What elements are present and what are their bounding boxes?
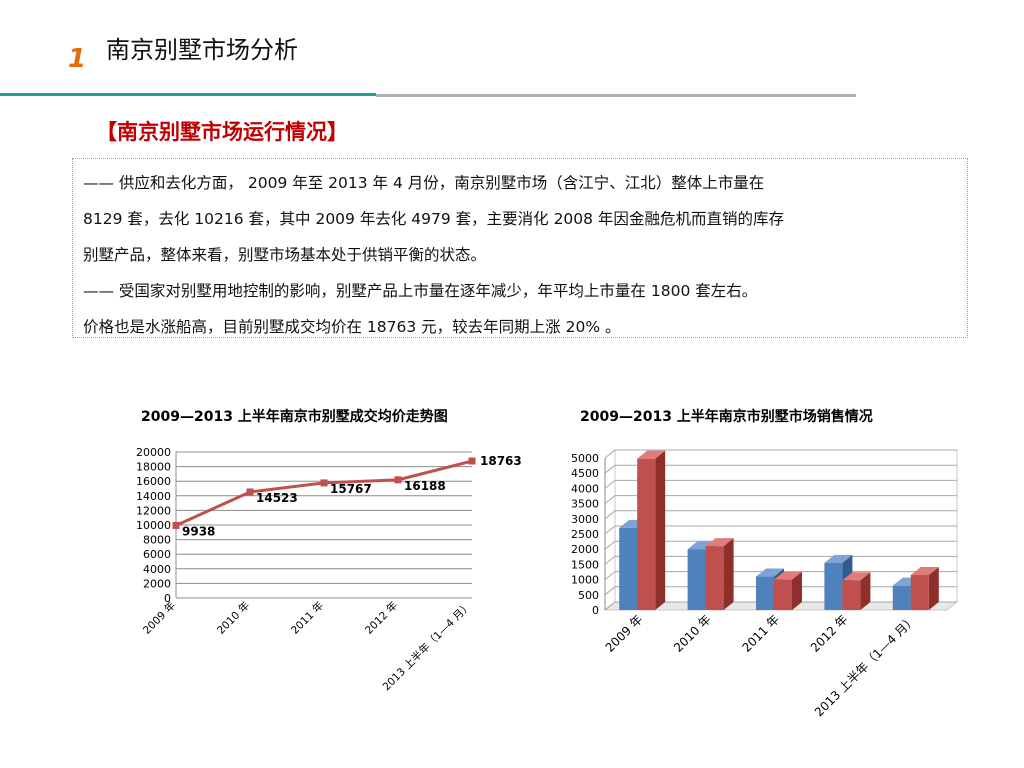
bar	[756, 576, 774, 610]
sales-chart-title: 2009—2013 上半年南京市别墅市场销售情况	[580, 409, 873, 425]
bar	[687, 549, 706, 610]
bar-side	[860, 572, 871, 610]
bar-side	[792, 571, 802, 610]
summary-paragraph: —— 受国家对别墅用地控制的影响，别墅产品上市量在逐年减少，年平均上市量在 18…	[83, 282, 758, 300]
summary-paragraph: —— 供应和去化方面， 2009 年至 2013 年 4 月份，南京别墅市场（含…	[83, 174, 765, 192]
sales-bar-chart: 0 500 1000 1500 2000 2500 3000 3500 4000 4500 5000…	[571, 449, 959, 719]
bar-side	[723, 538, 734, 610]
summary-textbox: —— 供应和去化方面， 2009 年至 2013 年 4 月份，南京别墅市场（含…	[72, 158, 968, 338]
slide-title: 南京别墅市场分析	[106, 36, 298, 64]
bar	[892, 585, 911, 610]
x-tick-label: 2011 年	[739, 612, 782, 655]
y-tick-label: 18000	[136, 461, 171, 474]
price-series-line	[175, 459, 473, 527]
x-tick-label: 2009 年	[603, 612, 646, 655]
y-tick-label: 1500	[571, 558, 599, 571]
y-tick-label: 6000	[143, 548, 171, 561]
bar	[637, 458, 656, 610]
y-tick-label: 10000	[136, 519, 171, 532]
bar	[824, 562, 843, 610]
y-tick-label: 14000	[136, 490, 171, 503]
data-label: 9938	[182, 524, 215, 538]
y-tick-label: 1000	[571, 574, 599, 587]
gridline	[604, 510, 957, 520]
y-tick-label: 12000	[136, 504, 171, 517]
y-tick-label: 5000	[571, 452, 599, 465]
y-tick-label: 3000	[571, 513, 599, 526]
bar	[774, 579, 792, 610]
bar-top	[842, 572, 871, 581]
gridline	[604, 449, 957, 459]
slide-number: 1	[68, 44, 87, 74]
data-point	[246, 488, 254, 496]
gridline	[604, 479, 957, 489]
bar-top	[705, 538, 734, 547]
y-tick-label: 4500	[571, 467, 599, 480]
bar-top	[756, 568, 784, 577]
x-tick-label: 2011 年	[288, 599, 326, 637]
y-tick-label: 2000	[143, 577, 171, 590]
y-tick-label: 500	[578, 589, 599, 602]
data-label: 16188	[404, 479, 446, 493]
y-tick-label: 4000	[143, 563, 171, 576]
x-tick-label: 2010 年	[671, 612, 714, 655]
gridline	[604, 540, 957, 550]
bar	[619, 527, 638, 610]
gridline	[604, 495, 957, 504]
section-heading: 【南京别墅市场运行情况】	[96, 120, 348, 144]
data-point	[394, 476, 402, 484]
bar	[705, 546, 724, 610]
summary-paragraph: 别墅产品，整体来看，别墅市场基本处于供销平衡的状态。	[83, 246, 487, 264]
bar-top	[824, 554, 853, 563]
bar-top	[774, 571, 802, 580]
y-tick-label: 0	[164, 592, 171, 605]
bar-top	[910, 567, 939, 576]
bar-side	[928, 567, 939, 610]
x-tick-label: 2010 年	[214, 599, 252, 637]
y-tick-label: 2000	[571, 543, 599, 556]
bar-side	[655, 450, 666, 610]
header-rule-teal	[0, 93, 376, 96]
y-tick-label: 8000	[143, 534, 171, 547]
data-label: 18763	[480, 454, 522, 468]
summary-paragraph: 价格也是水涨船高，目前别墅成交均价在 18763 元，较去年同期上涨 20% 。	[83, 318, 621, 336]
y-tick-label: 0	[592, 604, 599, 617]
x-tick-label: 2012 年	[362, 599, 400, 637]
y-tick-label: 4000	[571, 482, 599, 495]
header-rule-gray	[376, 94, 856, 97]
data-point	[468, 457, 476, 465]
gridline	[604, 525, 957, 535]
bar	[842, 580, 861, 610]
x-tick-label: 2012 年	[808, 612, 851, 655]
x-tick-label: 2009 年	[140, 599, 178, 637]
y-tick-label: 2500	[571, 528, 599, 541]
y-tick-label: 3500	[571, 498, 599, 511]
gridline	[604, 464, 957, 474]
y-tick-label: 16000	[136, 475, 171, 488]
data-label: 15767	[330, 482, 372, 496]
data-point	[172, 521, 180, 529]
summary-paragraph: 8129 套，去化 10216 套，其中 2009 年去化 4979 套，主要消…	[83, 210, 784, 228]
bar-top	[637, 450, 666, 459]
data-point	[320, 479, 328, 487]
y-tick-label: 20000	[136, 446, 171, 459]
data-label: 14523	[256, 491, 298, 505]
price-chart-title: 2009—2013 上半年南京市别墅成交均价走势图	[141, 409, 448, 425]
bar	[910, 575, 929, 610]
bar-top	[687, 541, 716, 550]
